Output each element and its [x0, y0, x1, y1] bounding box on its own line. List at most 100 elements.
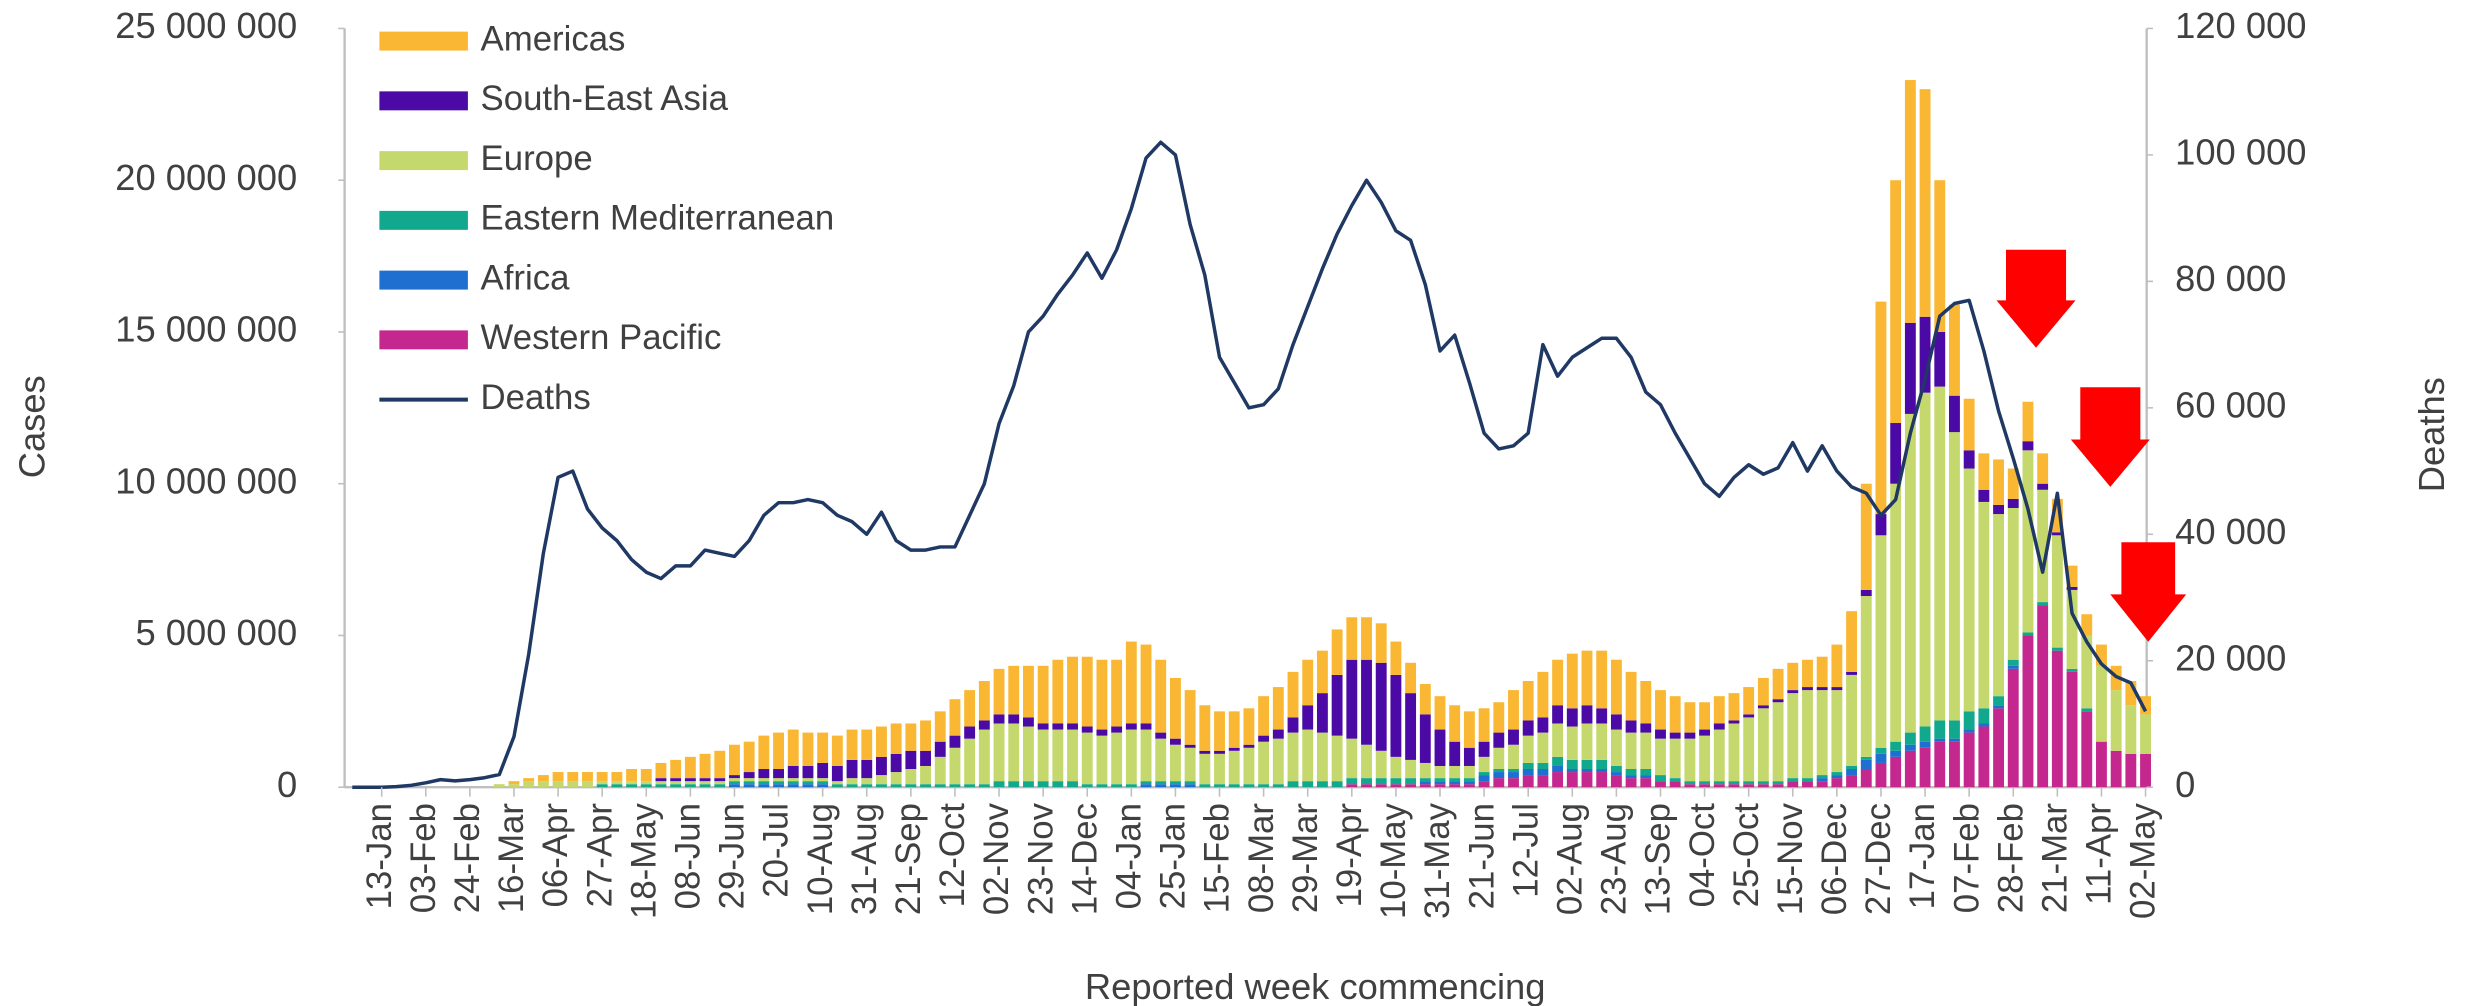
- bar-segment: [1566, 769, 1578, 773]
- bar-segment: [1081, 726, 1093, 733]
- bar-segment: [978, 720, 990, 730]
- bar-segment: [1625, 775, 1637, 779]
- bar-segment: [758, 769, 770, 779]
- bar-segment: [846, 729, 858, 760]
- bar-segment: [596, 772, 608, 782]
- bar-segment: [1169, 738, 1181, 745]
- bar-segment: [876, 784, 887, 788]
- bar-segment: [1963, 732, 1975, 788]
- bar-segment: [1757, 781, 1769, 785]
- bar-segment: [1067, 729, 1078, 782]
- x-tick-label: 12-Oct: [934, 803, 972, 908]
- bar-segment: [1346, 784, 1358, 788]
- bar-segment: [1493, 769, 1505, 773]
- bar-segment: [1993, 705, 2004, 709]
- bar-segment: [1757, 677, 1769, 706]
- bar-segment: [2022, 635, 2034, 788]
- bar-segment: [817, 784, 829, 788]
- bar-segment: [1860, 596, 1872, 757]
- bar-segment: [890, 723, 902, 754]
- bar-segment: [1846, 775, 1858, 788]
- bar-segment: [1537, 769, 1549, 776]
- bar-segment: [640, 769, 652, 782]
- bar-segment: [626, 781, 638, 785]
- bar-segment: [2007, 498, 2019, 508]
- bar-segment: [1390, 778, 1402, 785]
- bar-segment: [1919, 392, 1931, 727]
- x-tick-label: 28-Feb: [1992, 803, 2030, 913]
- bar-segment: [1669, 696, 1681, 733]
- bar-segment: [582, 781, 593, 788]
- bar-segment: [729, 778, 740, 782]
- bar-segment: [1787, 693, 1799, 779]
- bar-segment: [1846, 674, 1858, 766]
- legend-swatch: [379, 31, 468, 51]
- bar-segment: [1978, 723, 1990, 727]
- bar-segment: [1993, 708, 2004, 788]
- bar-segment: [1831, 775, 1843, 779]
- bar-segment: [1640, 680, 1652, 724]
- bar-segment: [1375, 623, 1387, 663]
- bar-segment: [1655, 729, 1666, 739]
- bar-segment: [2125, 705, 2137, 754]
- bar-segment: [1199, 750, 1211, 754]
- bar-segment: [1125, 723, 1137, 730]
- bar-segment: [714, 781, 726, 785]
- bar-segment: [1566, 726, 1578, 760]
- bar-segment: [1331, 735, 1343, 782]
- bar-segment: [1552, 723, 1564, 757]
- x-tick-label: 02-May: [2125, 802, 2163, 919]
- bar-segment: [1449, 765, 1461, 779]
- bar-segment: [1787, 662, 1799, 691]
- x-tick-label: 25-Oct: [1728, 803, 1766, 908]
- x-tick-label: 21-Sep: [890, 803, 928, 915]
- bar-segment: [1096, 784, 1108, 788]
- bar-segment: [1537, 762, 1549, 770]
- bar-segment: [993, 781, 1005, 788]
- bar-segment: [1978, 708, 1990, 724]
- bar-segment: [626, 784, 638, 788]
- bar-segment: [1596, 650, 1608, 709]
- bar-segment: [1140, 729, 1152, 782]
- bar-segment: [1361, 784, 1372, 788]
- bar-segment: [670, 781, 682, 785]
- bar-segment: [861, 759, 873, 779]
- bar-segment: [1831, 778, 1843, 788]
- bar-segment: [552, 781, 564, 788]
- bar-segment: [1419, 762, 1431, 779]
- bar-segment: [1302, 729, 1314, 782]
- bar-segment: [655, 784, 667, 788]
- bar-segment: [1508, 744, 1519, 770]
- bar-segment: [1772, 702, 1784, 782]
- bar-segment: [1949, 304, 1960, 396]
- bar-segment: [1890, 423, 1902, 484]
- bar-segment: [1052, 659, 1064, 724]
- bar-segment: [1537, 732, 1549, 763]
- bar-segment: [1463, 784, 1475, 788]
- y2-tick-label: 80 000: [2175, 258, 2286, 299]
- bar-segment: [1184, 784, 1196, 788]
- bar-segment: [1522, 680, 1534, 721]
- bar-segment: [1772, 668, 1784, 700]
- bar-segment: [1140, 784, 1152, 788]
- bar-segment: [1713, 729, 1725, 782]
- bar-segment: [567, 772, 579, 782]
- bar-segment: [876, 726, 887, 757]
- bar-segment: [1963, 450, 1975, 469]
- x-tick-label: 24-Feb: [449, 803, 487, 913]
- bar-segment: [1816, 778, 1828, 782]
- bar-segment: [1287, 671, 1299, 718]
- bar-segment: [1596, 708, 1608, 724]
- bar-segment: [1008, 723, 1020, 782]
- bar-segment: [1596, 759, 1608, 770]
- bar-segment: [1508, 769, 1519, 773]
- x-tick-label: 07-Feb: [1948, 803, 1986, 913]
- bar-segment: [2096, 665, 2107, 742]
- bar-segment: [684, 784, 696, 788]
- bar-segment: [714, 778, 726, 782]
- bar-segment: [508, 781, 520, 785]
- bar-segment: [831, 781, 843, 785]
- y-tick-label: 15 000 000: [115, 309, 297, 350]
- x-tick-label: 15-Feb: [1199, 803, 1237, 913]
- bar-segment: [1125, 784, 1137, 788]
